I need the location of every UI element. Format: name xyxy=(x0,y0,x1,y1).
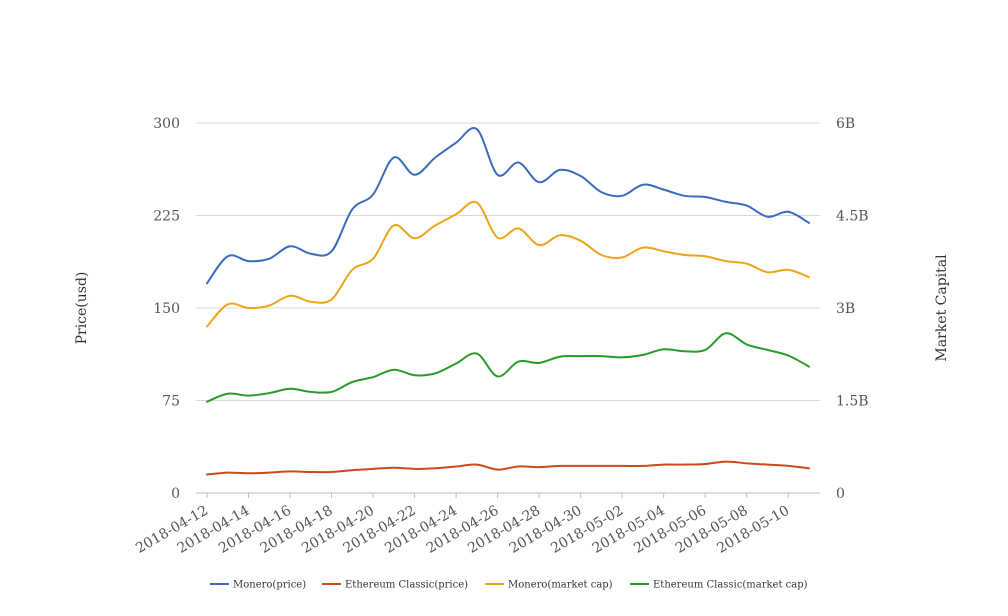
series-lines xyxy=(206,127,810,476)
legend: Monero(price) Ethereum Classic(price) Mone… xyxy=(210,580,808,591)
left-y-axis-ticks: 0 75 150 225 300 xyxy=(153,116,180,502)
left-y-tick-label: 300 xyxy=(153,116,180,132)
legend-label-ethereum-classic-market-cap: Ethereum Classic(market cap) xyxy=(653,580,808,591)
legend-label-monero-price: Monero(price) xyxy=(233,580,306,591)
right-y-tick-label: 6B xyxy=(836,116,855,132)
right-y-axis-ticks: 0 1.5B 3B 4.5B 6B xyxy=(836,116,869,502)
gridlines xyxy=(196,122,820,494)
series-line-monero-market-cap xyxy=(206,200,810,328)
legend-label-ethereum-classic-price: Ethereum Classic(price) xyxy=(345,580,468,591)
right-axis-title: Market Capital xyxy=(934,254,950,362)
right-y-tick-label: 1.5B xyxy=(836,394,869,410)
left-y-tick-label: 150 xyxy=(153,301,180,317)
series-line-ethereum-classic-price xyxy=(206,460,810,476)
left-axis-title: Price(usd) xyxy=(74,272,90,345)
legend-label-monero-market-cap: Monero(market cap) xyxy=(508,580,613,591)
series-line-monero-price xyxy=(206,127,810,285)
x-axis-ticks: 2018-04-122018-04-142018-04-162018-04-18… xyxy=(133,493,792,557)
right-y-tick-label: 3B xyxy=(836,301,855,317)
left-y-tick-label: 225 xyxy=(153,209,180,225)
left-y-tick-label: 75 xyxy=(162,394,180,410)
right-y-tick-label: 0 xyxy=(836,486,845,502)
right-y-tick-label: 4.5B xyxy=(836,209,869,225)
left-y-tick-label: 0 xyxy=(171,486,180,502)
series-line-ethereum-classic-market-cap xyxy=(206,332,810,403)
